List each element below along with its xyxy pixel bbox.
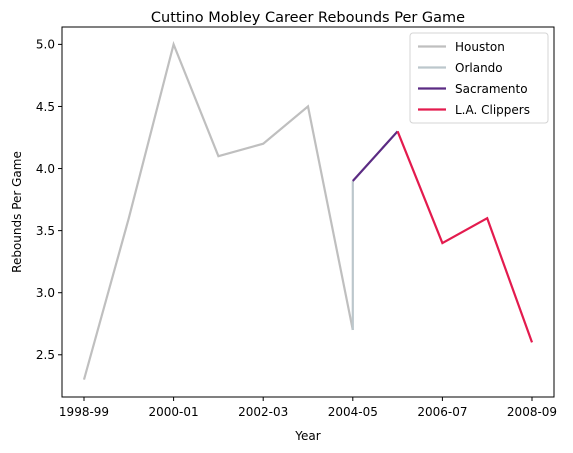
legend: Houston Orlando Sacramento L.A. Clippers — [409, 32, 549, 124]
series-line-3 — [396, 130, 534, 343]
x-tick-label: 1998-99 — [59, 405, 109, 419]
legend-label: Orlando — [455, 61, 503, 75]
x-tick-label: 2002-03 — [238, 405, 288, 419]
plot-frame — [61, 26, 555, 398]
legend-label: Sacramento — [455, 82, 528, 96]
y-tick-label: 3.0 — [36, 286, 55, 300]
x-tick-label: 2006-07 — [417, 405, 467, 419]
y-tick-label: 5.0 — [36, 38, 55, 52]
y-tick-label: 3.5 — [36, 224, 55, 238]
y-tick-label: 2.5 — [36, 348, 55, 362]
x-tick-label: 2008-09 — [507, 405, 557, 419]
series-line-0 — [82, 40, 354, 380]
x-tick-label: 2000-01 — [149, 405, 199, 419]
y-axis: 2.5 3.0 3.5 4.0 4.5 5.0 — [36, 38, 62, 362]
y-axis-label: Rebounds Per Game — [10, 151, 24, 273]
plot-area — [82, 40, 534, 380]
chart-title: Cuttino Mobley Career Rebounds Per Game — [151, 10, 465, 26]
y-tick-label: 4.0 — [36, 162, 55, 176]
x-tick-label: 2004-05 — [328, 405, 378, 419]
x-axis: 1998-99 2000-01 2002-03 2004-05 2006-07 2008-… — [59, 397, 557, 419]
x-axis-label: Year — [294, 429, 320, 443]
legend-label: L.A. Clippers — [455, 103, 530, 117]
series-line-2 — [351, 130, 399, 182]
legend-box — [409, 32, 549, 124]
legend-label: Houston — [455, 40, 505, 54]
y-tick-label: 4.5 — [36, 100, 55, 114]
